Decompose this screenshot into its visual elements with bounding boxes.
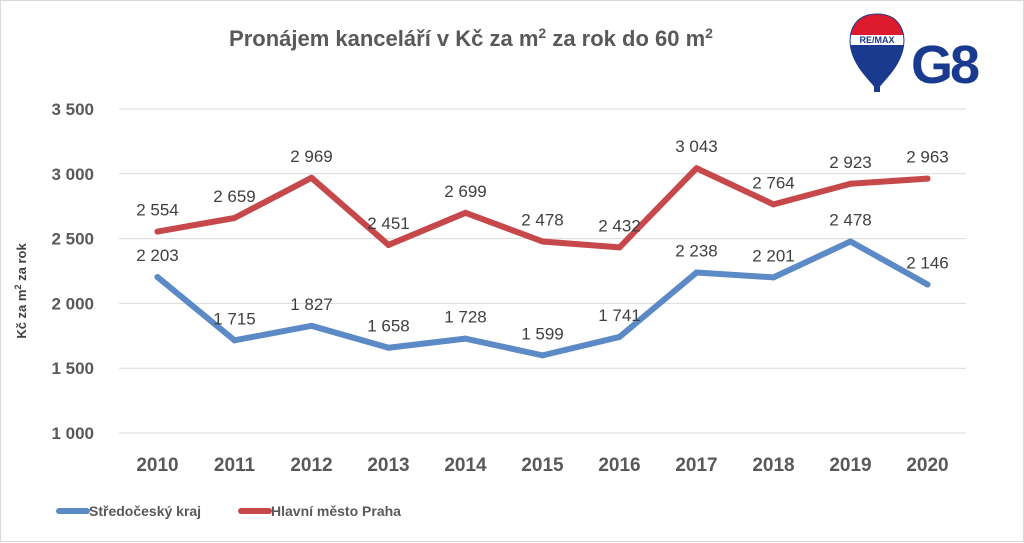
x-tick-label: 2016 [598, 455, 640, 476]
data-label: 1 827 [290, 295, 333, 314]
data-label: 2 432 [598, 216, 641, 235]
data-label: 2 478 [829, 210, 872, 229]
data-point [924, 175, 931, 182]
x-tick-label: 2010 [136, 455, 178, 476]
y-tick-label: 2 500 [51, 230, 94, 249]
x-tick-label: 2019 [829, 455, 871, 476]
data-label: 2 201 [752, 246, 795, 265]
data-label: 1 658 [367, 317, 410, 336]
legend-label: Hlavní město Praha [271, 503, 401, 519]
data-point [231, 337, 238, 344]
x-tick-label: 2014 [444, 455, 487, 476]
data-point [770, 201, 777, 208]
y-tick-label: 1 500 [51, 359, 94, 378]
y-tick-label: 2 000 [51, 294, 94, 313]
x-axis-ticks: 2010 2011 2012 2013 2014 2015 2016 2017 2018 2019… [136, 455, 948, 476]
data-label: 2 238 [675, 242, 718, 261]
y-tick-label: 1 000 [51, 424, 94, 443]
data-labels: 2 203 1 715 1 827 1 658 1 728 1 599 1 741 2 238… [136, 137, 949, 343]
data-point [693, 165, 700, 172]
data-point [847, 180, 854, 187]
chart-title: Pronájem kanceláří v Kč za m2 za rok do … [229, 25, 713, 51]
data-label: 2 699 [444, 182, 487, 201]
data-label: 2 478 [521, 210, 564, 229]
data-label: 2 554 [136, 201, 179, 220]
legend-marker [70, 508, 76, 514]
data-label: 2 146 [906, 253, 949, 272]
remax-balloon-logo: RE/MAX [849, 13, 905, 92]
x-tick-label: 2011 [214, 455, 256, 476]
x-tick-label: 2013 [367, 455, 409, 476]
legend: Středočeský kraj Hlavní město Praha [56, 503, 401, 519]
gridlines [119, 108, 966, 434]
g8-logo-text: G8 [911, 35, 979, 95]
data-point [924, 281, 931, 288]
data-label: 2 659 [213, 187, 256, 206]
y-tick-label: 3 500 [51, 100, 94, 119]
x-tick-label: 2017 [675, 455, 717, 476]
data-label: 2 451 [367, 214, 410, 233]
data-label: 1 715 [213, 309, 256, 328]
series-line [154, 165, 931, 251]
data-point [616, 244, 623, 251]
data-point [385, 344, 392, 351]
y-axis-ticks: 1 000 1 500 2 000 2 500 3 000 3 500 [51, 100, 94, 443]
data-label: 1 599 [521, 324, 564, 343]
data-label: 2 764 [752, 173, 795, 192]
x-tick-label: 2012 [290, 455, 332, 476]
data-point [847, 238, 854, 245]
data-point [385, 241, 392, 248]
data-point [462, 209, 469, 216]
data-label: 1 728 [444, 308, 487, 327]
y-axis-label: Kč za m2 za rok [13, 243, 29, 339]
data-point [693, 269, 700, 276]
y-tick-label: 3 000 [51, 165, 94, 184]
data-point [308, 174, 315, 181]
data-point [154, 228, 161, 235]
data-label: 2 963 [906, 148, 949, 167]
x-tick-label: 2020 [906, 455, 948, 476]
legend-label: Středočeský kraj [89, 503, 201, 519]
data-label: 3 043 [675, 137, 718, 156]
data-label: 1 741 [598, 306, 641, 325]
series-lines [154, 165, 931, 359]
data-point [539, 238, 546, 245]
data-point [308, 322, 315, 329]
data-label: 2 969 [290, 147, 333, 166]
data-point [539, 352, 546, 359]
data-label: 2 203 [136, 246, 179, 265]
data-point [770, 274, 777, 281]
data-point [462, 335, 469, 342]
data-point [616, 333, 623, 340]
remax-logo-text: RE/MAX [859, 35, 894, 45]
data-point [154, 274, 161, 281]
data-point [231, 214, 238, 221]
x-tick-label: 2015 [521, 455, 564, 476]
data-label: 2 923 [829, 153, 872, 172]
x-tick-label: 2018 [752, 455, 794, 476]
legend-marker [252, 508, 258, 514]
